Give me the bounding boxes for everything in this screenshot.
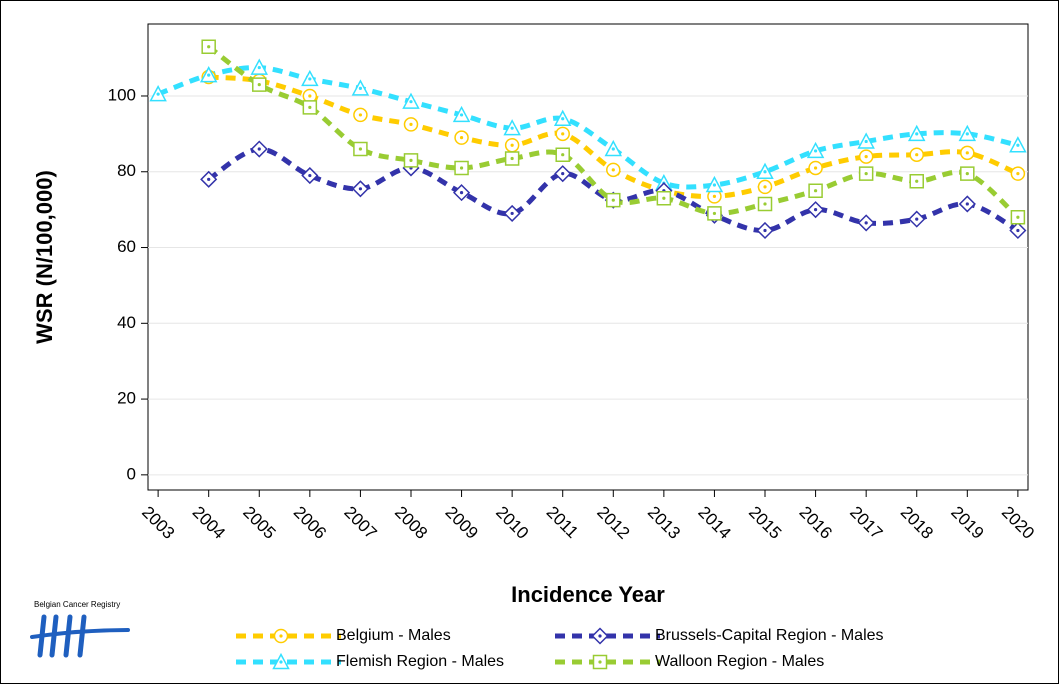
legend-label: Flemish Region - Males: [336, 653, 504, 670]
legend-marker-dot: [279, 634, 283, 638]
data-marker-dot: [813, 208, 818, 212]
y-tick-label: 0: [127, 464, 136, 483]
data-marker-dot: [308, 77, 312, 81]
data-marker-dot: [561, 153, 565, 157]
data-marker-dot: [510, 143, 514, 147]
legend-label: Walloon Region - Males: [655, 653, 824, 670]
logo: [30, 614, 130, 658]
y-axis-label: WSR (N/100,000): [32, 170, 57, 344]
data-marker-dot: [358, 86, 363, 91]
plot-area: [147, 23, 1029, 491]
y-tick-label: 100: [108, 85, 136, 104]
data-marker-dot: [257, 83, 261, 87]
data-marker-dot: [358, 187, 363, 191]
data-marker-dot: [459, 136, 464, 140]
data-marker-dot: [864, 139, 868, 144]
data-marker-dot: [510, 211, 514, 216]
data-marker-dot: [712, 183, 717, 187]
data-marker-dot: [1016, 215, 1020, 219]
data-marker-dot: [459, 113, 464, 117]
data-marker-dot: [1016, 172, 1020, 176]
legend-label: Brussels-Capital Region - Males: [655, 627, 884, 644]
data-marker-dot: [864, 172, 868, 176]
data-marker-dot: [561, 172, 565, 176]
data-marker-dot: [611, 198, 615, 202]
data-marker-dot: [510, 156, 514, 161]
data-marker-dot: [763, 185, 767, 189]
data-marker-dot: [1016, 228, 1020, 233]
y-tick-label: 40: [117, 313, 136, 332]
data-marker-dot: [409, 100, 413, 104]
data-marker-dot: [813, 166, 818, 170]
data-marker-dot: [763, 170, 767, 174]
data-marker-dot: [257, 147, 261, 151]
data-marker-dot: [864, 221, 868, 225]
data-marker-dot: [611, 168, 615, 172]
data-marker-dot: [459, 190, 464, 195]
data-marker-dot: [358, 147, 363, 151]
data-marker-dot: [156, 92, 160, 96]
data-marker-dot: [308, 173, 312, 178]
data-marker-dot: [915, 132, 919, 136]
data-marker-dot: [308, 94, 312, 98]
data-marker-dot: [915, 217, 919, 221]
data-marker-dot: [965, 151, 969, 155]
data-marker-dot: [662, 196, 666, 200]
data-marker-dot: [257, 65, 261, 70]
data-marker-dot: [864, 155, 868, 159]
y-tick-label: 80: [117, 161, 136, 180]
data-marker-dot: [358, 113, 363, 117]
data-marker-dot: [712, 194, 717, 198]
data-marker-dot: [813, 189, 818, 193]
x-axis-label: Incidence Year: [511, 582, 665, 607]
data-marker-dot: [915, 153, 919, 157]
data-marker-dot: [1016, 143, 1020, 147]
y-tick-label: 20: [117, 389, 136, 408]
logo-text: Belgian Cancer Registry: [34, 600, 120, 609]
data-marker-dot: [712, 211, 717, 216]
data-marker-dot: [459, 166, 464, 170]
data-marker-dot: [409, 158, 413, 162]
data-marker-dot: [561, 117, 565, 121]
data-marker-dot: [308, 105, 312, 109]
data-marker-dot: [965, 132, 969, 136]
y-tick-label: 60: [117, 237, 136, 256]
legend-marker-dot: [598, 660, 602, 664]
data-marker-dot: [611, 147, 615, 151]
legend-marker-dot: [279, 660, 283, 664]
data-marker-dot: [561, 132, 565, 136]
data-marker-dot: [763, 202, 767, 206]
legend-label: Belgium - Males: [336, 627, 451, 644]
data-marker-dot: [207, 45, 211, 49]
data-marker-dot: [207, 73, 211, 77]
data-marker-dot: [965, 202, 969, 206]
data-marker-dot: [510, 126, 514, 130]
data-marker-dot: [409, 122, 413, 126]
data-marker-dot: [763, 228, 767, 233]
data-marker-dot: [965, 172, 969, 176]
legend-marker-dot: [598, 634, 602, 638]
data-marker-dot: [915, 179, 919, 183]
data-marker-dot: [207, 177, 211, 181]
data-marker-dot: [813, 149, 818, 153]
